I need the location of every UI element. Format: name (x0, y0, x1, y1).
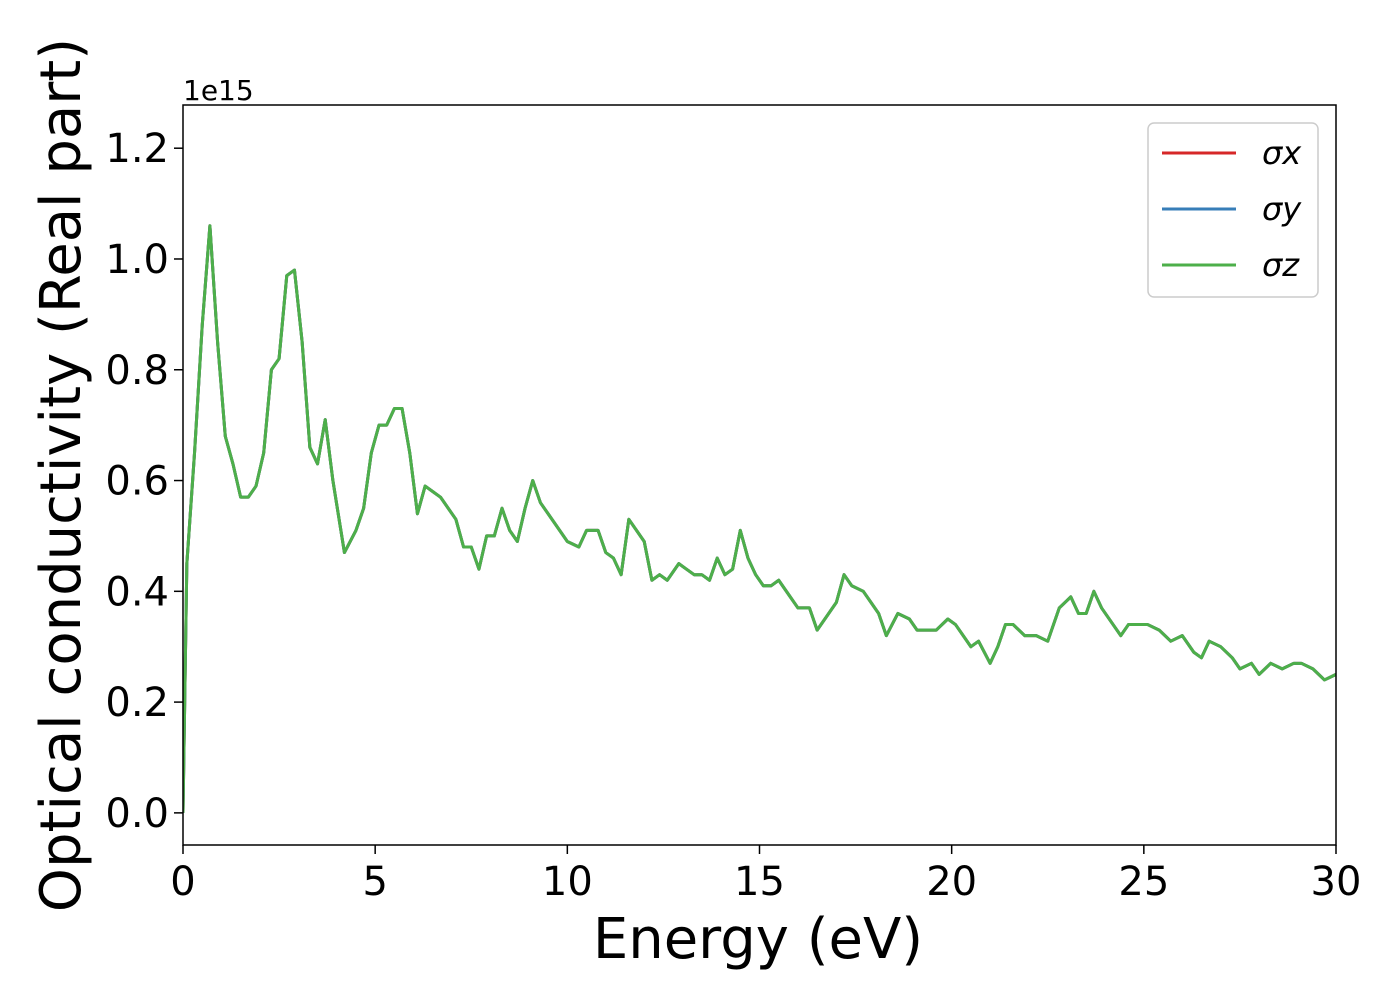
y-tick-label: 1.0 (105, 237, 169, 283)
plot-frame (182, 104, 1337, 846)
y-axis-label: Optical conductivity (Real part) (29, 38, 94, 912)
x-tick-label: 20 (926, 859, 977, 905)
x-axis-label: Energy (eV) (593, 907, 923, 972)
y-tick-label: 0.6 (105, 459, 169, 505)
x-tick-label: 10 (542, 859, 593, 905)
x-tick-label: 15 (734, 859, 785, 905)
y-tick-label: 0.2 (105, 680, 169, 726)
y-tick-label: 1.2 (105, 126, 169, 172)
x-tick-label: 25 (1118, 859, 1169, 905)
legend-label: σy (1262, 190, 1302, 228)
legend-label: σx (1262, 134, 1302, 172)
x-tick-label: 0 (170, 859, 195, 905)
y-offset-label: 1e15 (183, 74, 254, 107)
y-tick-label: 0.0 (105, 791, 169, 837)
legend-label: σz (1262, 246, 1300, 284)
x-tick-label: 5 (362, 859, 387, 905)
x-tick-label: 30 (1311, 859, 1362, 905)
y-tick-label: 0.8 (105, 348, 169, 394)
legend: σx σy σz (1147, 122, 1319, 298)
y-tick-label: 0.4 (105, 569, 169, 615)
series-line (183, 224, 1336, 813)
